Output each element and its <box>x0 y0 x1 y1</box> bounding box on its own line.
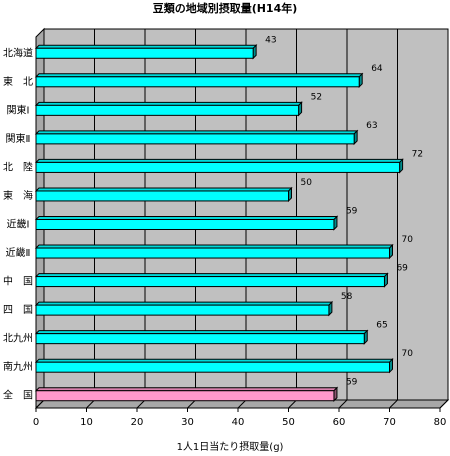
x-tick-label: 40 <box>232 417 245 428</box>
data-label: 64 <box>371 64 383 74</box>
data-label: 70 <box>402 349 414 359</box>
x-gridline-floor <box>439 399 449 409</box>
data-label: 43 <box>265 35 276 45</box>
x-tick-label: 30 <box>181 417 194 428</box>
bar <box>35 133 355 145</box>
data-label: 50 <box>301 178 313 188</box>
data-label: 69 <box>396 264 408 274</box>
x-gridline-floor <box>237 399 247 409</box>
bar <box>35 276 385 288</box>
x-gridline-floor <box>136 399 146 409</box>
data-label: 59 <box>346 378 358 388</box>
x-gridline-floor <box>338 399 348 409</box>
bar <box>35 104 300 116</box>
category-label: 中 国 <box>3 275 33 288</box>
data-label: 70 <box>402 235 414 245</box>
data-label: 63 <box>366 121 377 131</box>
x-tick-label: 70 <box>383 417 396 428</box>
x-tick-label: 50 <box>282 417 295 428</box>
bar <box>35 161 401 173</box>
bar <box>35 47 254 59</box>
bar <box>35 333 365 345</box>
category-label: 近畿Ⅱ <box>6 246 31 259</box>
bar <box>35 304 330 316</box>
data-label: 52 <box>311 92 322 102</box>
data-label: 72 <box>412 149 423 159</box>
category-label: 北九州 <box>3 333 33 345</box>
data-label: 59 <box>346 207 358 217</box>
category-label: 東 北 <box>3 75 33 88</box>
category-label: 関東Ⅱ <box>6 132 31 145</box>
category-label: 関東Ⅰ <box>7 103 30 116</box>
x-axis-label: 1人1日当たり摂取量(g) <box>177 440 284 452</box>
x-tick-label: 0 <box>33 417 39 428</box>
bar <box>35 219 335 230</box>
category-label: 南九州 <box>3 360 33 373</box>
category-label: 近畿Ⅰ <box>7 218 30 231</box>
x-tick-label: 80 <box>434 417 447 428</box>
x-tick-label: 60 <box>333 417 346 428</box>
bar <box>35 361 390 373</box>
category-label: 四 国 <box>3 304 33 316</box>
category-label: 東 海 <box>3 189 33 202</box>
category-label: 北海道 <box>3 46 33 59</box>
x-gridline-floor <box>187 399 196 409</box>
x-tick-label: 20 <box>131 417 144 428</box>
x-gridline-floor <box>35 399 45 409</box>
data-label: 65 <box>376 321 387 331</box>
chart-title: 豆類の地域別摂取量(H14年) <box>153 1 298 15</box>
bar <box>35 76 360 88</box>
x-gridline-floor <box>288 399 297 409</box>
x-gridline-floor <box>86 399 95 409</box>
x-gridline-floor <box>389 399 398 409</box>
bar <box>35 190 289 202</box>
bar <box>35 247 390 259</box>
category-label: 全 国 <box>3 389 33 402</box>
x-tick-label: 10 <box>80 417 93 428</box>
data-label: 58 <box>341 292 353 302</box>
bar <box>35 390 335 402</box>
category-label: 北 陸 <box>3 160 33 173</box>
